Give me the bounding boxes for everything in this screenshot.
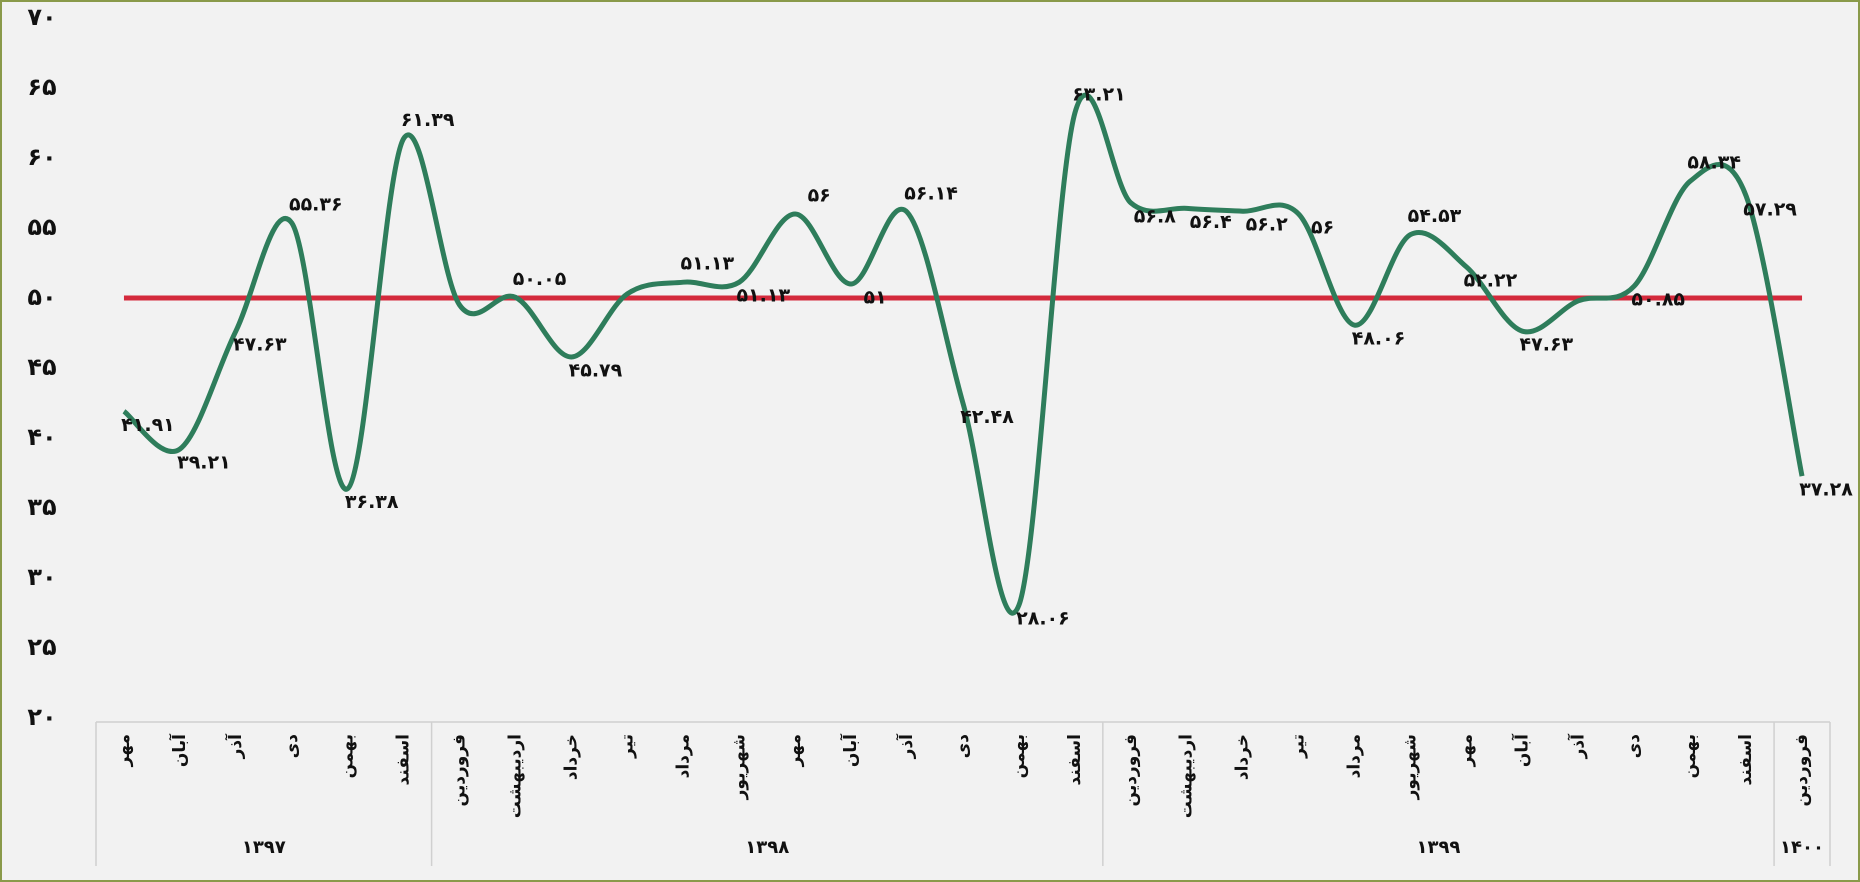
y-tick-label: ۶۰: [27, 143, 56, 171]
x-tick-label: تیر: [1289, 734, 1309, 759]
x-tick-label: مرداد: [1345, 734, 1365, 778]
y-tick-label: ۷۰: [27, 3, 56, 31]
data-label: ۵۱.۱۳: [736, 285, 790, 307]
data-label: ۵۶.۴: [1190, 211, 1232, 233]
data-label: ۵۷.۲۹: [1743, 198, 1797, 220]
group-label: ۱۳۹۷: [242, 837, 286, 858]
x-tick-label: بهمن: [338, 734, 358, 778]
y-tick-label: ۳۵: [27, 493, 56, 521]
x-tick-label: شهریور: [729, 734, 749, 800]
x-tick-label: فروردین: [450, 734, 470, 806]
x-tick-label: دی: [282, 734, 302, 759]
data-label: ۵۰.۰۵: [513, 268, 567, 290]
data-label: ۴۷.۶۳: [1520, 334, 1574, 356]
y-tick-label: ۳۰: [27, 563, 56, 591]
y-tick-label: ۴۰: [27, 423, 56, 451]
x-tick-label: بهمن: [1680, 734, 1700, 778]
data-label: ۵۶: [808, 185, 831, 207]
x-tick-label: آذر: [895, 733, 917, 760]
data-label: ۵۶.۲: [1246, 214, 1288, 236]
data-label: ۵۶.۱۴: [904, 183, 958, 205]
group-label: ۱۳۹۸: [745, 837, 789, 858]
data-label: ۶۳.۲۱: [1072, 84, 1126, 106]
data-label: ۲۸.۰۶: [1016, 608, 1070, 630]
data-label: ۳۹.۲۱: [177, 452, 231, 474]
y-tick-label: ۶۵: [27, 73, 56, 101]
data-label: ۵۱.۱۳: [681, 253, 735, 275]
x-tick-label: خرداد: [1233, 734, 1253, 780]
x-tick-label: آبان: [1510, 733, 1532, 767]
x-tick-label: اردیبهشت: [1177, 734, 1197, 818]
data-label: ۴۱.۹۱: [121, 414, 175, 436]
x-tick-label: اردیبهشت: [506, 734, 526, 818]
data-label: ۵۶.۸: [1134, 205, 1176, 227]
data-line: [122, 92, 1805, 616]
x-tick-label: مهر: [1456, 734, 1476, 767]
x-tick-label: آذر: [224, 733, 246, 760]
y-tick-label: ۲۰: [27, 703, 56, 731]
y-tick-label: ۵۵: [27, 213, 56, 241]
x-tick-label: مهر: [114, 734, 134, 767]
x-tick-label: آذر: [1566, 733, 1588, 760]
data-label: ۴۵.۷۹: [569, 359, 623, 381]
x-tick-label: اسفند: [394, 734, 414, 786]
data-label: ۵۵.۳۶: [289, 193, 343, 215]
data-label: ۴۷.۶۳: [233, 334, 287, 356]
y-tick-label: ۲۵: [27, 633, 56, 661]
x-tick-label: آبان: [839, 733, 861, 767]
data-label: ۵۰.۸۵: [1631, 289, 1685, 311]
x-tick-label: فروردین: [1792, 734, 1812, 806]
data-label: ۵۶: [1311, 217, 1334, 239]
y-tick-label: ۵۰: [27, 283, 56, 311]
data-label: ۴۸.۰۶: [1352, 328, 1406, 350]
x-tick-label: اسفند: [1065, 734, 1085, 786]
x-tick-label: شهریور: [1400, 734, 1420, 800]
x-tick-label: دی: [953, 734, 973, 759]
x-tick-label: دی: [1624, 734, 1644, 759]
x-tick-label: تیر: [617, 734, 637, 759]
group-label: ۱۳۹۹: [1416, 837, 1460, 858]
x-tick-label: مهر: [785, 734, 805, 767]
data-label: ۳۶.۳۸: [345, 491, 399, 513]
x-tick-label: خرداد: [561, 734, 581, 780]
data-label: ۵۲.۲۲: [1464, 269, 1518, 291]
data-label: ۴۲.۴۸: [960, 406, 1014, 428]
data-label: ۵۸.۳۴: [1687, 152, 1741, 174]
y-tick-label: ۴۵: [27, 353, 56, 381]
data-label: ۶۱.۳۹: [401, 109, 455, 131]
data-label: ۳۷.۲۸: [1799, 479, 1853, 501]
group-label: ۱۴۰۰: [1780, 837, 1824, 858]
x-tick-label: اسفند: [1736, 734, 1756, 786]
data-label: ۵۱: [864, 287, 887, 309]
x-tick-label: مرداد: [673, 734, 693, 778]
x-tick-label: آبان: [168, 733, 190, 767]
x-tick-label: فروردین: [1121, 734, 1141, 806]
data-label: ۵۴.۵۳: [1408, 205, 1462, 227]
x-tick-label: بهمن: [1009, 734, 1029, 778]
